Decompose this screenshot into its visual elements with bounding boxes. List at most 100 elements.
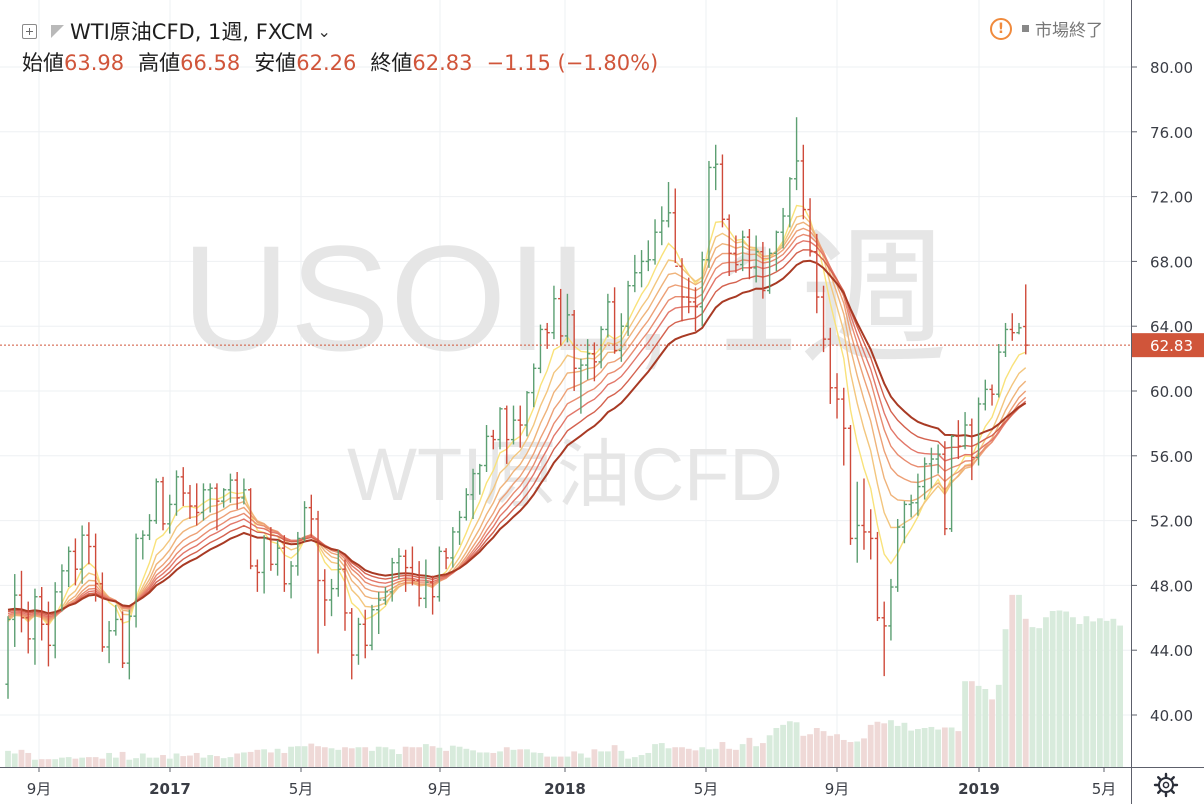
- volume-bar: [25, 752, 32, 767]
- expand-icon[interactable]: [22, 23, 37, 39]
- candle: [841, 387, 847, 466]
- ma-line: [7, 259, 1027, 615]
- candle: [389, 557, 395, 602]
- candle: [335, 549, 341, 597]
- volume-bar: [443, 750, 449, 767]
- candle: [214, 483, 220, 531]
- candle: [699, 251, 705, 327]
- market-status[interactable]: ! 市場終了: [990, 16, 1103, 41]
- x-tick-label: 5月: [694, 780, 719, 798]
- volume-bar: [652, 744, 658, 767]
- candle: [652, 219, 658, 265]
- volume-bar: [578, 753, 584, 767]
- candle: [180, 467, 186, 507]
- candle: [807, 198, 813, 257]
- candle: [746, 229, 752, 280]
- warning-icon[interactable]: !: [990, 17, 1012, 40]
- volume-bar: [79, 757, 86, 767]
- volume-bar: [436, 747, 443, 767]
- volume-bar: [11, 753, 18, 767]
- volume-bar: [921, 728, 928, 767]
- candle: [52, 582, 58, 659]
- last-price-badge: [1132, 333, 1204, 358]
- volume-bar: [92, 757, 99, 767]
- candle: [686, 277, 692, 314]
- candle: [949, 434, 955, 532]
- candle: [706, 160, 712, 268]
- candle: [45, 601, 52, 667]
- chevron-down-icon[interactable]: ⌄: [317, 21, 331, 41]
- volume-bar: [200, 757, 207, 767]
- volume-bar: [315, 746, 321, 767]
- volume-bar: [126, 759, 133, 767]
- candle: [504, 405, 510, 464]
- x-axis-ticks: 9月 2017 5月 9月 2018 5月 9月 2019 5月: [27, 767, 1116, 798]
- volume-bar: [409, 747, 416, 767]
- market-status-label: 市場終了: [1035, 21, 1103, 41]
- grid-lines: [0, 0, 1131, 767]
- candle: [753, 235, 759, 283]
- x-tick-label: 9月: [825, 780, 850, 798]
- gear-icon[interactable]: [1153, 772, 1179, 798]
- volume-bar: [261, 749, 268, 767]
- volume-bar: [45, 759, 52, 767]
- volume-bar: [65, 757, 72, 767]
- candle: [524, 391, 530, 437]
- symbol-title[interactable]: WTI原油CFD, 1週, FXCM: [70, 20, 314, 44]
- candle: [632, 254, 638, 293]
- candle: [861, 478, 867, 550]
- candle: [106, 621, 112, 664]
- volume-bar: [456, 746, 463, 767]
- volume-bar: [483, 752, 490, 767]
- volume-bar: [537, 752, 544, 767]
- candle: [187, 484, 193, 519]
- candle: [901, 501, 908, 544]
- volume-bar: [1110, 618, 1117, 767]
- volume-bar: [739, 744, 746, 767]
- volume-bar: [948, 727, 955, 767]
- low-label: 安値: [254, 51, 297, 75]
- volume-bar: [429, 746, 436, 767]
- close-label: 終値: [370, 51, 413, 75]
- candle: [733, 235, 739, 273]
- chart-header: WTI原油CFD, 1週, FXCM ⌄ 始値63.98 高値66.58 安値62.…: [0, 0, 1130, 80]
- volume-bar: [402, 746, 409, 767]
- candle: [591, 342, 597, 382]
- candle: [254, 559, 260, 592]
- candle: [612, 287, 618, 354]
- volume-bar: [187, 755, 193, 767]
- candle: [436, 546, 442, 602]
- y-tick-label: 80.00: [1150, 59, 1193, 77]
- volume-bar: [881, 723, 888, 767]
- volume-bar: [254, 749, 261, 767]
- volume-bar: [726, 748, 733, 767]
- y-tick-label: 48.00: [1150, 577, 1193, 595]
- candle: [942, 441, 948, 536]
- candle: [888, 578, 894, 641]
- candle: [362, 609, 368, 659]
- volume-bar: [544, 756, 551, 767]
- volume-bar: [766, 735, 773, 767]
- candle: [537, 324, 544, 374]
- volume-bar: [618, 750, 625, 767]
- y-tick-label: 44.00: [1150, 642, 1193, 660]
- volume-bar: [1076, 624, 1083, 767]
- open-value: 63.98: [64, 51, 125, 75]
- candle: [450, 527, 456, 568]
- volume-bar: [396, 754, 402, 767]
- volume-bar: [861, 738, 867, 767]
- volume-bar: [153, 757, 160, 767]
- volume-bar: [38, 759, 45, 767]
- candle: [200, 483, 207, 521]
- candle: [814, 233, 820, 314]
- candle: [194, 483, 200, 526]
- candle: [793, 117, 800, 191]
- volume-bar: [989, 699, 995, 767]
- candle: [490, 429, 496, 450]
- high-label: 高値: [138, 51, 181, 75]
- candle: [780, 207, 786, 249]
- candle: [133, 533, 139, 628]
- candle: [625, 280, 631, 336]
- open-label: 始値: [22, 51, 64, 75]
